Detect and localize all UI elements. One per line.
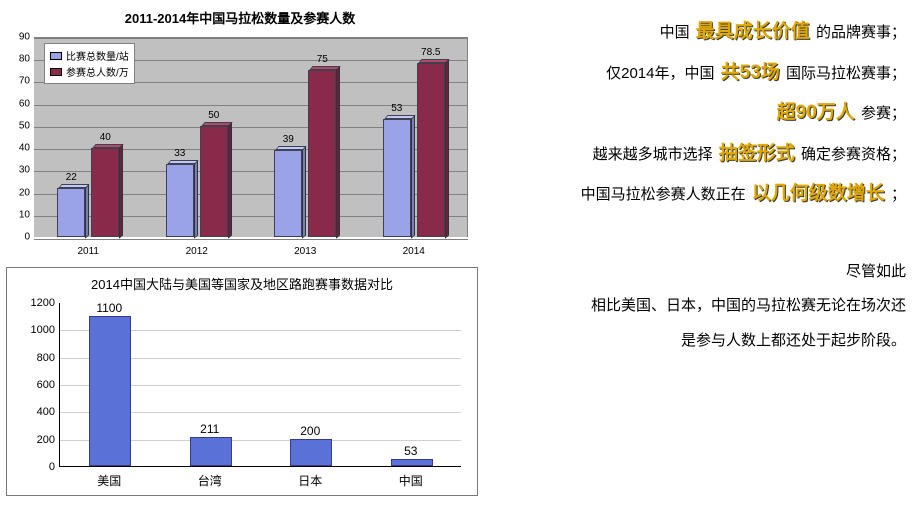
l2b: 国际马拉松赛事； bbox=[786, 65, 906, 82]
chart2-ytick: 1000 bbox=[15, 324, 55, 336]
chart1-ytick: 70 bbox=[6, 76, 30, 87]
chart1-bar-label: 22 bbox=[51, 172, 91, 183]
chart1-category: 2012 bbox=[143, 239, 252, 261]
chart2-bar-label: 53 bbox=[386, 444, 436, 458]
chart1-category: 2013 bbox=[251, 239, 360, 261]
chart2-category: 日本 bbox=[260, 471, 361, 493]
chart2-bar bbox=[89, 316, 131, 466]
l2h: 共53场 bbox=[719, 62, 782, 83]
chart2-ytick: 200 bbox=[15, 434, 55, 446]
chart1-legend: 比赛总数量/站参赛总人数/万 bbox=[44, 43, 135, 84]
chart1-title: 2011-2014年中国马拉松数量及参赛人数 bbox=[6, 4, 474, 33]
chart1-bar bbox=[91, 148, 119, 237]
chart2-ytick: 800 bbox=[15, 352, 55, 364]
line-2: 仅2014年，中国 共53场 国际马拉松赛事； bbox=[498, 59, 906, 88]
chart2-plot: 0 200 400 600 800 1000 1200 美国 1100 台湾 211 日本 200 中国 5… bbox=[15, 297, 469, 493]
chart2-bar bbox=[391, 459, 433, 466]
line-1: 中国 最具成长价值 的品牌赛事； bbox=[498, 18, 906, 47]
chart2-container: 2014中国大陆与美国等国家及地区路跑赛事数据对比 0 200 400 600 800 1… bbox=[6, 267, 478, 496]
chart1-plot: 0 10 20 30 40 50 60 70 80 90 2011 22 40 2012 33 50 2013 3… bbox=[6, 33, 474, 261]
chart1-bar-label: 33 bbox=[160, 148, 200, 159]
chart1-legend-label: 参赛总人数/万 bbox=[66, 64, 129, 79]
chart1-ytick: 40 bbox=[6, 143, 30, 154]
chart1-bar bbox=[200, 126, 228, 237]
chart2-bar bbox=[290, 439, 332, 466]
chart2-ytick: 0 bbox=[15, 461, 55, 473]
chart2-category: 美国 bbox=[59, 471, 160, 493]
chart2-bar bbox=[190, 437, 232, 466]
chart1-ytick: 10 bbox=[6, 209, 30, 220]
chart1-ytick: 80 bbox=[6, 54, 30, 65]
l3h: 超90万人 bbox=[775, 102, 857, 123]
chart1-legend-label: 比赛总数量/站 bbox=[66, 48, 129, 63]
chart1-bar-label: 78.5 bbox=[411, 47, 451, 58]
chart1-bar bbox=[166, 164, 194, 237]
l1a: 中国 bbox=[660, 24, 694, 41]
chart1-category: 2011 bbox=[34, 239, 143, 261]
l4a: 越来越多城市选择 bbox=[593, 146, 717, 163]
l5h: 以几何级数增长 bbox=[750, 183, 887, 204]
chart2-category: 中国 bbox=[361, 471, 462, 493]
chart2-ytick: 600 bbox=[15, 379, 55, 391]
l5b: ； bbox=[891, 186, 906, 203]
chart1-container: 2011-2014年中国马拉松数量及参赛人数 0 10 20 30 40 50 60 70 80… bbox=[6, 4, 474, 261]
line-8: 是参与人数上都还处于起步阶段。 bbox=[498, 330, 906, 353]
chart2-bar-label: 211 bbox=[185, 422, 235, 436]
chart1-ytick: 0 bbox=[6, 232, 30, 243]
chart2-bar-label: 200 bbox=[285, 424, 335, 438]
chart1-ytick: 60 bbox=[6, 98, 30, 109]
line-3: 超90万人 参赛； bbox=[498, 99, 906, 128]
chart1-ytick: 20 bbox=[6, 187, 30, 198]
l4h: 抽签形式 bbox=[717, 143, 797, 164]
chart1-bar bbox=[417, 63, 445, 237]
chart1-bar-label: 39 bbox=[268, 134, 308, 145]
l5a: 中国马拉松参赛人数正在 bbox=[581, 186, 750, 203]
chart1-bar bbox=[274, 150, 302, 237]
chart1-ytick: 30 bbox=[6, 165, 30, 176]
chart1-category: 2014 bbox=[360, 239, 469, 261]
chart1-ytick: 90 bbox=[6, 32, 30, 43]
chart1-ytick: 50 bbox=[6, 120, 30, 131]
chart2-ytick: 400 bbox=[15, 406, 55, 418]
chart1-bar bbox=[57, 188, 85, 237]
chart2-category: 台湾 bbox=[160, 471, 261, 493]
chart2-bar-label: 1100 bbox=[84, 301, 134, 315]
line-7: 相比美国、日本，中国的马拉松赛无论在场次还 bbox=[498, 295, 906, 318]
chart1-bar-label: 50 bbox=[194, 110, 234, 121]
line-6: 尽管如此 bbox=[498, 261, 906, 284]
l4b: 确定参赛资格； bbox=[801, 146, 906, 163]
chart1-bar bbox=[308, 70, 336, 237]
chart1-bar-label: 40 bbox=[85, 132, 125, 143]
l1b: 的品牌赛事； bbox=[816, 24, 906, 41]
l3b: 参赛； bbox=[861, 105, 906, 122]
l1h: 最具成长价值 bbox=[694, 21, 812, 42]
chart2-ytick: 1200 bbox=[15, 297, 55, 309]
text-panel: 中国 最具成长价值 的品牌赛事； 仅2014年，中国 共53场 国际马拉松赛事；… bbox=[480, 0, 920, 518]
l2a: 仅2014年，中国 bbox=[606, 65, 719, 82]
chart1-bar-label: 75 bbox=[302, 54, 342, 65]
chart1-bar bbox=[383, 119, 411, 237]
chart1-bar-label: 53 bbox=[377, 103, 417, 114]
line-5: 中国马拉松参赛人数正在 以几何级数增长 ； bbox=[498, 180, 906, 209]
line-4: 越来越多城市选择 抽签形式 确定参赛资格； bbox=[498, 140, 906, 169]
chart2-title: 2014中国大陆与美国等国家及地区路跑赛事数据对比 bbox=[15, 274, 469, 293]
